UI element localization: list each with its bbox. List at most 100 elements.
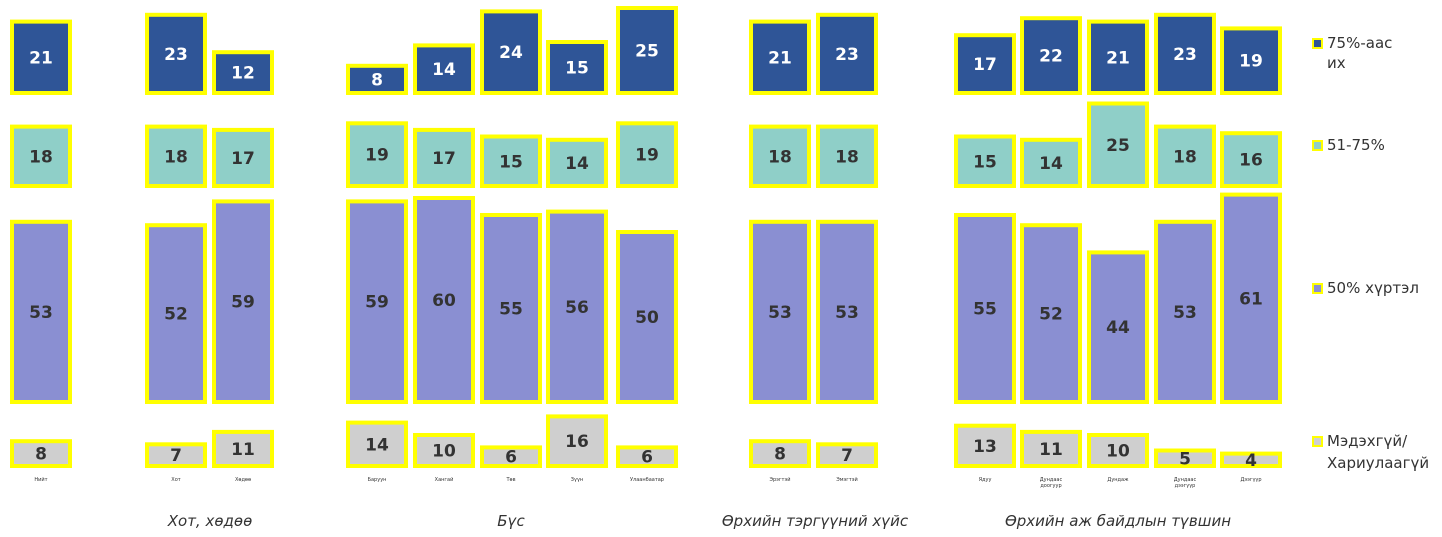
bar-мэдэхгүй-хариулаагүй-хөдөө: [212, 429, 274, 468]
value-label-мэдэхгүй-хариулаагүй-дээгүүр: 4: [1245, 451, 1257, 471]
value-label-50-хүртэл-эрэгтэй: 53: [768, 303, 792, 323]
bar-мэдэхгүй-хариулаагүй-хот: [145, 442, 207, 468]
value-label-51-75-нийт: 18: [29, 147, 53, 167]
bar-мэдэхгүй-хариулаагүй-хангай: [413, 433, 475, 468]
value-label-50-хүртэл-зүүн: 56: [565, 298, 589, 318]
group-label-өрхийн-аж-байдлын-түвшин: Өрхийн аж байдлын түвшин: [1005, 512, 1231, 530]
value-label-51-75-хот: 18: [164, 147, 188, 167]
bar-50-хүртэл-дундаас-дээгүүр: [1154, 219, 1216, 404]
category-label-дундаж: Дундаж: [1107, 477, 1129, 483]
category-label-дундаас-доогуур: Дундаас доогуур: [1040, 477, 1063, 489]
bar-50-хүртэл-дундаж: [1087, 250, 1149, 404]
value-label-51-75-хангай: 17: [432, 149, 456, 169]
value-label-75-аас-их-улаанбаатар: 25: [635, 42, 659, 62]
value-label-50-хүртэл-хангай: 60: [432, 291, 456, 311]
category-label-дээгүүр: Дээгүүр: [1240, 477, 1261, 483]
bar-75-аас-их-эрэгтэй: [749, 19, 811, 96]
value-label-50-хүртэл-ядуу: 55: [973, 300, 997, 320]
bar-75-аас-их-зүүн: [546, 40, 608, 95]
bar-мэдэхгүй-хариулаагүй-төв: [480, 445, 542, 468]
bar-50-хүртэл-ядуу: [954, 213, 1016, 404]
bar-75-аас-их-дээгүүр: [1220, 26, 1282, 95]
value-label-75-аас-их-эрэгтэй: 21: [768, 48, 792, 68]
bar-75-аас-их-баруун: [346, 63, 408, 96]
bar-мэдэхгүй-хариулаагүй-дундаж: [1087, 433, 1149, 468]
value-label-75-аас-их-ядуу: 17: [973, 55, 997, 75]
category-label-улаанбаатар: Улаанбаатар: [630, 477, 664, 483]
value-label-75-аас-их-дундаж: 21: [1106, 48, 1130, 68]
group-label-өрхийн-тэргүүний-хүйс: Өрхийн тэргүүний хүйс: [722, 512, 909, 530]
bar-мэдэхгүй-хариулаагүй-улаанбаатар: [616, 445, 678, 468]
bar-50-хүртэл-нийт: [10, 219, 72, 404]
bar-75-аас-их-дундаж: [1087, 19, 1149, 96]
bar-50-хүртэл-хөдөө: [212, 199, 274, 404]
bar-51-75-нийт: [10, 124, 72, 188]
legend-swatch-50-хүртэл: [1312, 283, 1323, 294]
bar-50-хүртэл-дээгүүр: [1220, 192, 1282, 404]
bar-51-75-дундаж: [1087, 101, 1149, 188]
bar-51-75-хангай: [413, 127, 475, 188]
value-label-50-хүртэл-нийт: 53: [29, 303, 53, 323]
bar-50-хүртэл-хангай: [413, 196, 475, 404]
value-label-51-75-дундаж: 25: [1106, 136, 1130, 156]
bar-мэдэхгүй-хариулаагүй-ядуу: [954, 423, 1016, 469]
bar-75-аас-их-дундаас-дээгүүр: [1154, 12, 1216, 95]
bar-51-75-хөдөө: [212, 127, 274, 188]
value-label-мэдэхгүй-хариулаагүй-зүүн: 16: [565, 432, 589, 452]
bar-51-75-эмэгтэй: [816, 124, 878, 188]
value-label-50-хүртэл-дундаас-дээгүүр: 53: [1173, 303, 1197, 323]
value-label-51-75-төв: 15: [499, 152, 523, 172]
bar-мэдэхгүй-хариулаагүй-зүүн: [546, 414, 608, 468]
bar-51-75-дундаас-доогуур: [1020, 137, 1082, 189]
value-label-51-75-эмэгтэй: 18: [835, 147, 859, 167]
value-label-мэдэхгүй-хариулаагүй-дундаж: 10: [1106, 442, 1130, 462]
bar-50-хүртэл-зүүн: [546, 209, 608, 404]
legend-label-75-аас-их: 75%-аас их: [1327, 34, 1392, 72]
legend-swatch-75-аас-их: [1312, 38, 1323, 49]
value-label-51-75-хөдөө: 17: [231, 149, 255, 169]
category-label-эмэгтэй: Эмэгтэй: [836, 476, 858, 483]
value-label-51-75-дундаас-доогуур: 14: [1039, 154, 1063, 174]
value-label-75-аас-их-хөдөө: 12: [231, 64, 255, 84]
bar-50-хүртэл-улаанбаатар: [616, 230, 678, 404]
value-label-51-75-улаанбаатар: 19: [635, 146, 659, 166]
value-label-75-аас-их-дундаас-доогуур: 22: [1039, 47, 1063, 67]
legend-label-50-хүртэл: 50% хүртэл: [1327, 279, 1419, 297]
category-label-зүүн: Зүүн: [571, 477, 583, 483]
category-label-ядуу: Ядуу: [979, 477, 992, 483]
category-label-хот: Хот: [171, 477, 180, 483]
bar-51-75-төв: [480, 134, 542, 188]
bar-51-75-дундаас-дээгүүр: [1154, 124, 1216, 188]
value-label-мэдэхгүй-хариулаагүй-хангай: 10: [432, 442, 456, 462]
value-label-мэдэхгүй-хариулаагүй-улаанбаатар: 6: [641, 448, 653, 468]
value-label-мэдэхгүй-хариулаагүй-ядуу: 13: [973, 437, 997, 457]
bar-75-аас-их-хангай: [413, 43, 475, 95]
value-label-мэдэхгүй-хариулаагүй-төв: 6: [505, 448, 517, 468]
value-label-51-75-дундаас-дээгүүр: 18: [1173, 147, 1197, 167]
category-label-хангай: Хангай: [435, 476, 454, 483]
value-label-75-аас-их-хангай: 14: [432, 60, 456, 80]
value-label-мэдэхгүй-хариулаагүй-эмэгтэй: 7: [841, 446, 853, 466]
value-label-мэдэхгүй-хариулаагүй-баруун: 14: [365, 435, 389, 455]
bar-мэдэхгүй-хариулаагүй-баруун: [346, 420, 408, 469]
bar-75-аас-их-улаанбаатар: [616, 6, 678, 95]
bar-мэдэхгүй-хариулаагүй-эмэгтэй: [816, 442, 878, 468]
bar-51-75-эрэгтэй: [749, 124, 811, 188]
value-label-75-аас-их-төв: 24: [499, 43, 523, 63]
bar-50-хүртэл-төв: [480, 213, 542, 404]
bar-51-75-хот: [145, 124, 207, 188]
value-label-50-хүртэл-дундаж: 44: [1106, 318, 1130, 338]
value-label-50-хүртэл-улаанбаатар: 50: [635, 308, 659, 328]
bar-мэдэхгүй-хариулаагүй-дундаас-дээгүүр: [1154, 448, 1216, 468]
value-label-75-аас-их-дундаас-дээгүүр: 23: [1173, 45, 1197, 65]
value-label-75-аас-их-зүүн: 15: [565, 59, 589, 79]
value-label-мэдэхгүй-хариулаагүй-дундаас-дээгүүр: 5: [1179, 449, 1191, 469]
value-label-75-аас-их-дээгүүр: 19: [1239, 52, 1263, 72]
value-label-мэдэхгүй-хариулаагүй-хот: 7: [170, 446, 182, 466]
bar-51-75-улаанбаатар: [616, 121, 678, 189]
group-label-бүс: Бүс: [497, 512, 525, 530]
bar-75-аас-их-нийт: [10, 19, 72, 96]
bar-75-аас-их-ядуу: [954, 33, 1016, 95]
bar-50-хүртэл-эмэгтэй: [816, 219, 878, 404]
